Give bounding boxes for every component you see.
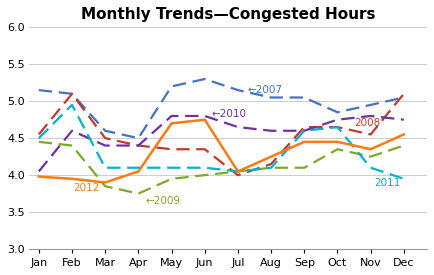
Text: ←2007: ←2007 — [248, 85, 283, 95]
Text: 2011: 2011 — [374, 177, 400, 188]
Text: 2008: 2008 — [354, 118, 380, 128]
Text: 2012: 2012 — [74, 183, 100, 193]
Title: Monthly Trends—Congested Hours: Monthly Trends—Congested Hours — [81, 7, 375, 22]
Text: ←2010: ←2010 — [211, 109, 247, 120]
Text: ←2009: ←2009 — [145, 196, 180, 206]
